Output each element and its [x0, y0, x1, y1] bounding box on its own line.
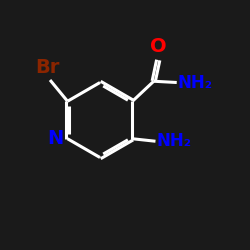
- Text: NH₂: NH₂: [178, 74, 213, 92]
- Text: O: O: [150, 36, 166, 56]
- Text: N: N: [48, 129, 64, 148]
- Text: Br: Br: [35, 58, 59, 77]
- Text: NH₂: NH₂: [157, 132, 192, 150]
